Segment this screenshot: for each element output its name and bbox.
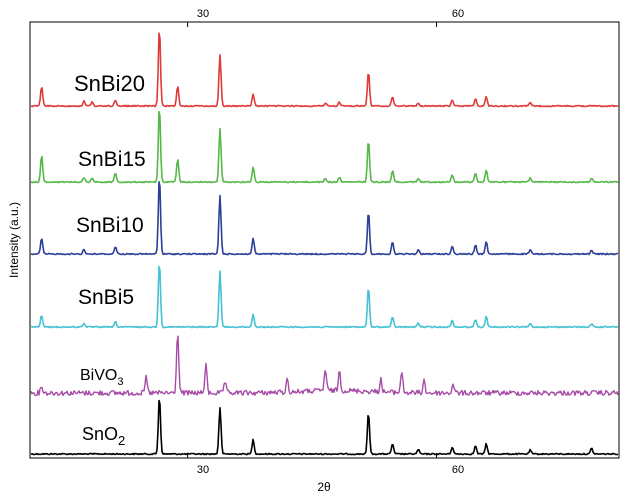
series-label-sno2: SnO2 — [82, 424, 125, 448]
series-label-bivo3: BiVO3 — [80, 367, 123, 388]
series-line-bivo3 — [30, 335, 619, 397]
series-label-snbi10: SnBi10 — [76, 214, 144, 237]
series-label-main: BiVO — [80, 367, 117, 384]
series-label-subscript: 3 — [117, 376, 123, 388]
top-tick-label-60: 60 — [452, 8, 464, 20]
series-label-snbi15: SnBi15 — [78, 148, 146, 171]
series-line-snbi20 — [30, 32, 619, 108]
bottom-tick-label-30: 30 — [197, 464, 209, 476]
series-line-snbi5 — [30, 265, 619, 329]
x-axis-title: 2θ — [317, 480, 331, 494]
top-tick-label-30: 30 — [197, 8, 209, 20]
series-label-main: SnO — [82, 424, 118, 444]
series-label-subscript: 2 — [118, 433, 125, 448]
plot-frame — [29, 21, 620, 459]
series-labels: SnO2 BiVO3 SnBi5 SnBi10 SnBi15 SnBi20 — [74, 71, 146, 448]
series-line-snbi15 — [30, 110, 619, 184]
series-label-snbi20: SnBi20 — [74, 71, 145, 96]
series-line-snbi10 — [30, 181, 619, 256]
y-axis-title: Intensity (a.u.) — [7, 202, 21, 278]
series-label-snbi5: SnBi5 — [78, 286, 134, 309]
bottom-tick-label-60: 60 — [452, 464, 464, 476]
series-line-sno2 — [30, 399, 619, 456]
series-group — [30, 32, 619, 456]
